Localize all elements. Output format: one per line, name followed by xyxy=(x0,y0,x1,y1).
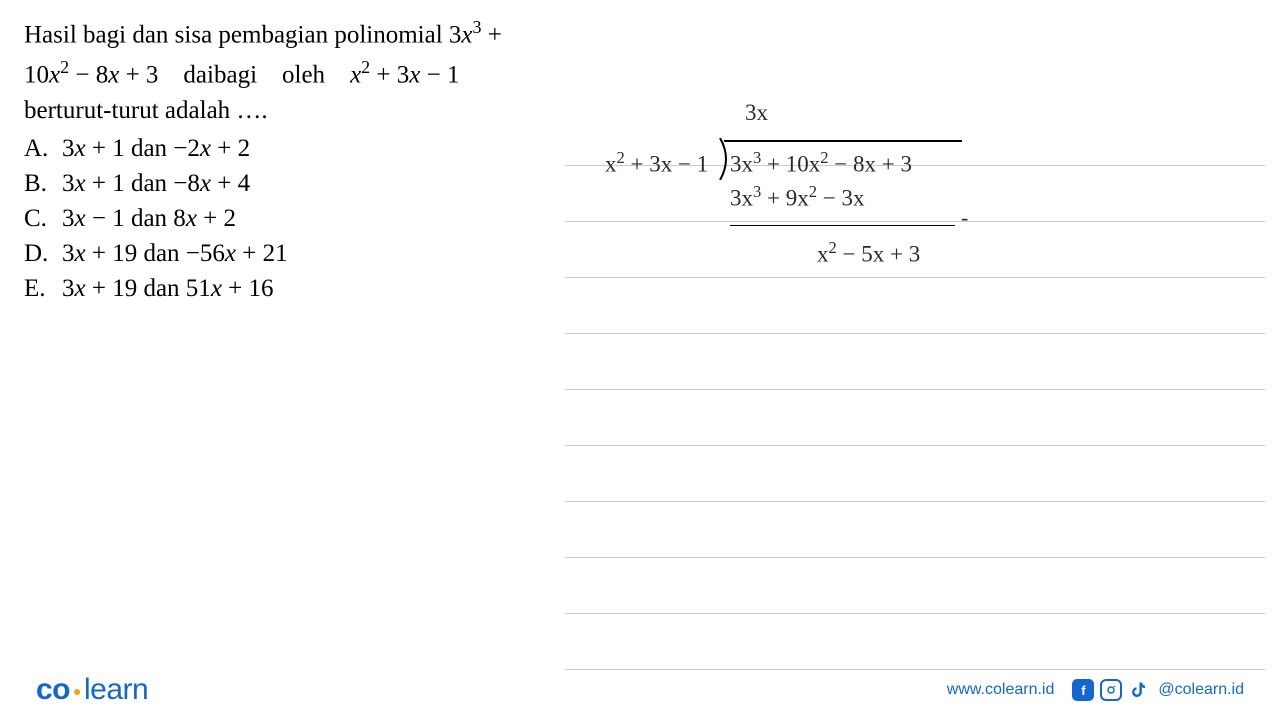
question-line-2: 10x2 − 8x + 3 daibagi oleh x2 + 3x − 1 xyxy=(24,54,554,94)
footer-url: www.colearn.id xyxy=(947,681,1055,699)
option-e: E. 3x + 19 dan 51x + 16 xyxy=(24,271,554,306)
social-handle: @colearn.id xyxy=(1158,681,1244,699)
option-a: A. 3x + 1 dan −2x + 2 xyxy=(24,131,554,166)
logo: co●learn xyxy=(36,673,148,707)
subtraction-line xyxy=(730,225,955,226)
subtraction-step-1: 3x3 + 9x2 − 3x xyxy=(730,182,865,212)
social-links: f @colearn.id xyxy=(1072,679,1244,701)
option-b: B. 3x + 1 dan −8x + 4 xyxy=(24,166,554,201)
option-d: D. 3x + 19 dan −56x + 21 xyxy=(24,236,554,271)
division-bar xyxy=(724,140,962,142)
dividend: 3x3 + 10x2 − 8x + 3 xyxy=(730,148,912,178)
question-line-3: berturut-turut adalah …. xyxy=(24,93,554,129)
question-line-1: Hasil bagi dan sisa pembagian polinomial… xyxy=(24,14,554,54)
options-list: A. 3x + 1 dan −2x + 2 B. 3x + 1 dan −8x … xyxy=(24,131,554,306)
tiktok-icon xyxy=(1128,679,1150,701)
footer: co●learn www.colearn.id f @colearn.id xyxy=(0,660,1280,720)
long-division-work: 3x x2 + 3x − 1 3x3 + 10x2 − 8x + 3 3x3 +… xyxy=(565,60,1265,280)
result-step-1: x2 − 5x + 3 xyxy=(817,238,920,268)
divisor: x2 + 3x − 1 xyxy=(605,148,708,178)
quotient: 3x xyxy=(745,100,768,126)
instagram-icon xyxy=(1100,679,1122,701)
facebook-icon: f xyxy=(1072,679,1094,701)
option-c: C. 3x − 1 dan 8x + 2 xyxy=(24,201,554,236)
minus-sign: - xyxy=(961,205,968,231)
